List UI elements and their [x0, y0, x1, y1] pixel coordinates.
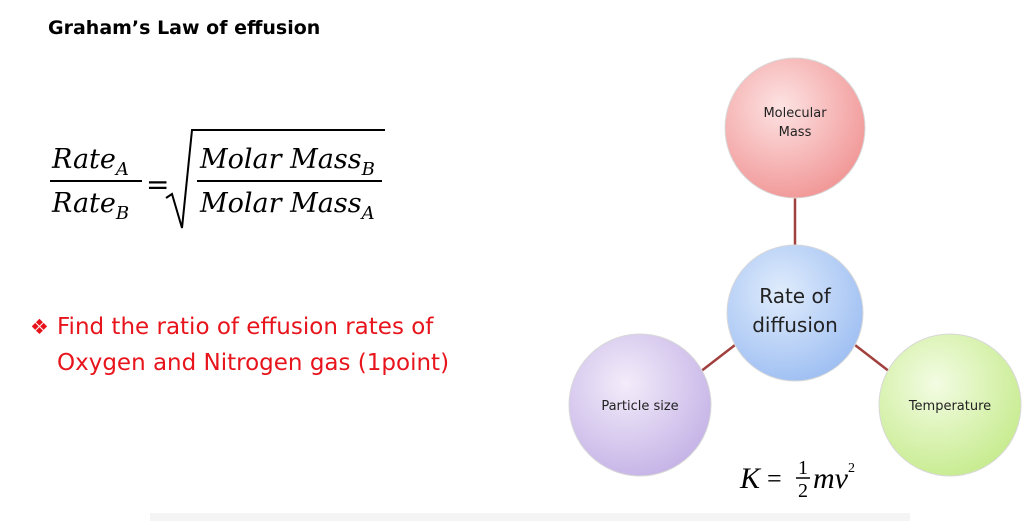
energy-denominator: 2	[798, 480, 808, 502]
radical-sign	[165, 129, 385, 229]
root-denominator: Molar MassA	[199, 188, 375, 224]
node-label: Temperature	[908, 399, 991, 414]
footer-strip	[150, 513, 910, 521]
center-label: diffusion	[752, 313, 838, 337]
node-circle	[726, 244, 864, 382]
energy-numerator: 1	[798, 457, 808, 479]
energy-equals: =	[767, 464, 782, 493]
node-circle	[878, 333, 1022, 477]
node-circle	[568, 333, 712, 477]
equals-sign: =	[146, 168, 169, 201]
fraction-denominator: RateB	[51, 188, 129, 224]
bullet-line: Find the ratio of effusion rates of	[57, 314, 434, 340]
energy-rest: mv	[813, 462, 849, 495]
energy-exponent: 2	[848, 461, 855, 476]
energy-lhs: K	[739, 462, 762, 495]
node-label: Mass	[779, 125, 812, 140]
center-label: Rate of	[759, 284, 831, 308]
root-numerator: Molar MassB	[199, 144, 375, 180]
node-circle	[724, 57, 866, 199]
node-label: Particle size	[601, 399, 678, 414]
bullet-line: Oxygen and Nitrogen gas (1point)	[57, 350, 449, 376]
connectors	[699, 195, 891, 373]
fraction-numerator: RateA	[51, 144, 129, 180]
title: Graham’s Law of effusion	[48, 17, 320, 39]
node-label: Molecular	[763, 106, 827, 121]
bullet-marker: ❖	[30, 315, 49, 339]
